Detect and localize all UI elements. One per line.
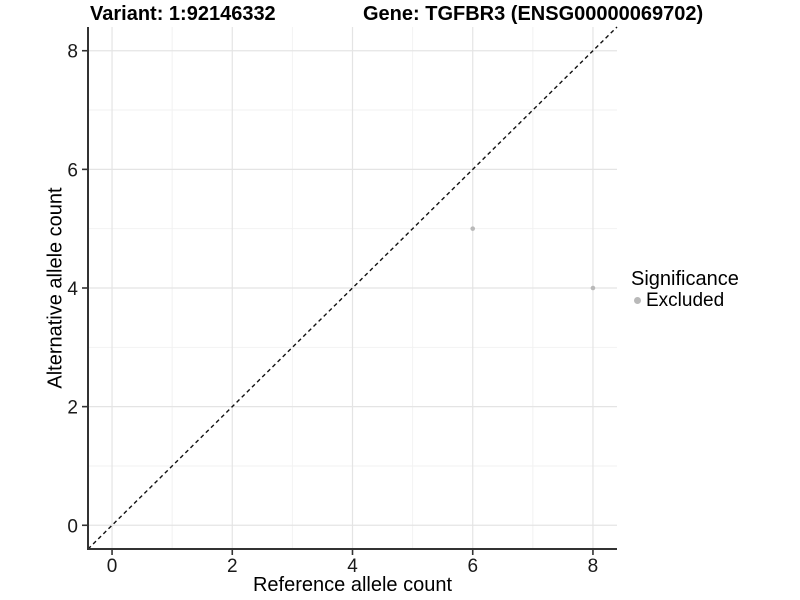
tick-labels: 0 2 4 6 8 0 2 4 6 8 bbox=[67, 42, 598, 577]
data-points bbox=[470, 226, 596, 291]
legend-item-excluded: Excluded bbox=[634, 290, 739, 311]
y-tick-label: 0 bbox=[67, 516, 78, 537]
y-axis-title: Alternative allele count bbox=[44, 187, 67, 389]
x-axis-title: Reference allele count bbox=[252, 574, 452, 596]
identity-line bbox=[87, 26, 618, 550]
x-tick-label: 4 bbox=[347, 556, 358, 577]
y-tick-label: 8 bbox=[67, 42, 78, 63]
axis-lines bbox=[87, 27, 617, 550]
legend-item-label: Excluded bbox=[646, 290, 725, 311]
data-point bbox=[590, 285, 596, 291]
legend: Significance Excluded bbox=[631, 268, 739, 311]
axis-ticks bbox=[82, 49, 594, 555]
x-tick-label: 8 bbox=[588, 556, 599, 577]
y-tick-label: 2 bbox=[67, 398, 78, 419]
gene-title: Gene: TGFBR3 (ENSG00000069702) bbox=[363, 3, 704, 25]
y-tick-label: 4 bbox=[67, 279, 78, 300]
y-tick-label: 6 bbox=[67, 160, 78, 181]
x-tick-label: 0 bbox=[107, 556, 118, 577]
x-tick-label: 6 bbox=[467, 556, 478, 577]
x-tick-label: 2 bbox=[227, 556, 238, 577]
grid-major bbox=[88, 27, 617, 549]
legend-point-icon bbox=[634, 297, 641, 304]
variant-title: Variant: 1:92146332 bbox=[90, 3, 276, 25]
legend-title: Significance bbox=[631, 268, 739, 290]
data-point bbox=[470, 226, 476, 231]
